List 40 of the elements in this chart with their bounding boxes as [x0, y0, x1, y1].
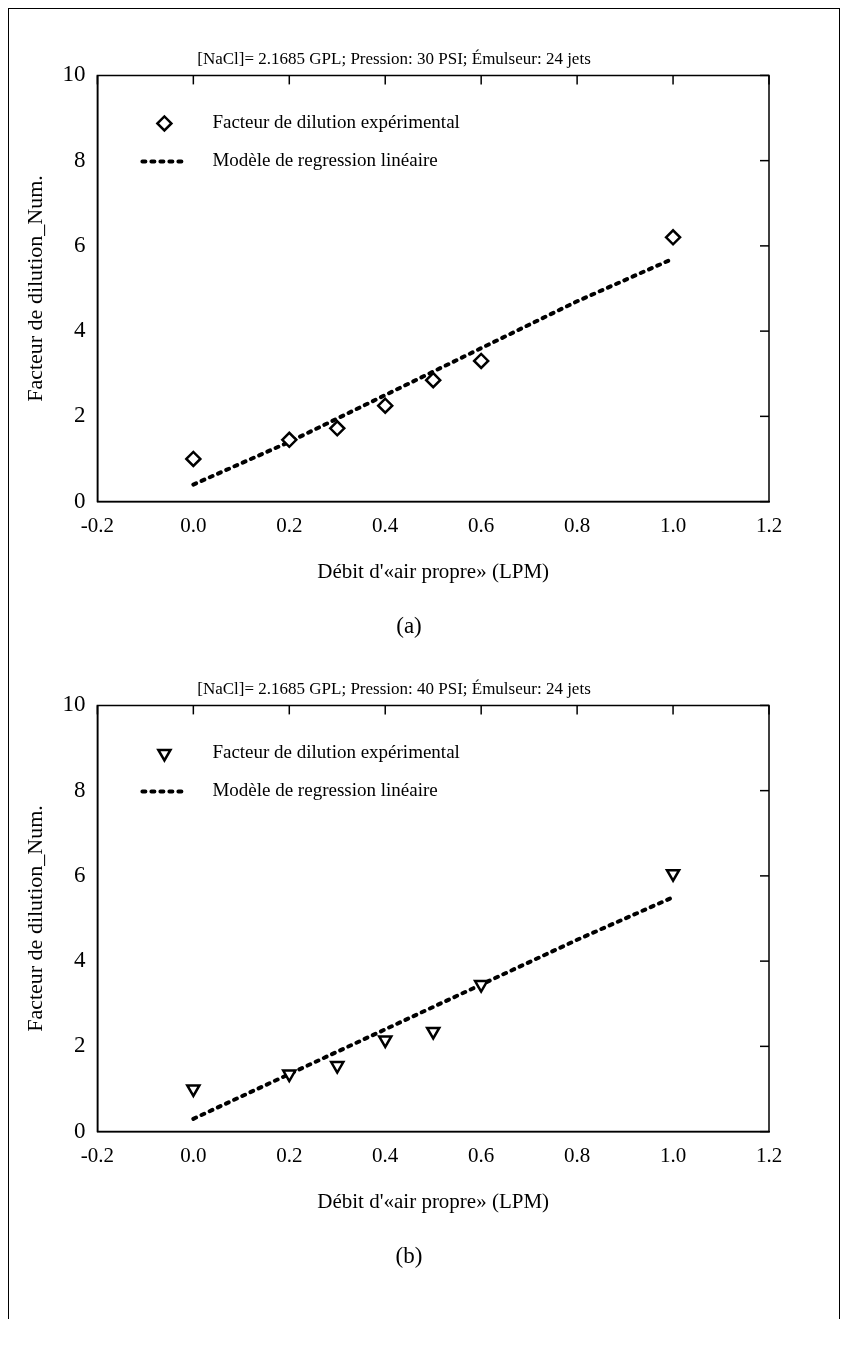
x-tick-label: 1.0	[659, 1142, 687, 1167]
y-tick-label: 4	[73, 317, 86, 343]
x-tick-label: 0.8	[563, 1142, 591, 1167]
x-tick-label: 1.0	[659, 512, 687, 537]
y-tick-label: 0	[73, 487, 86, 513]
y-tick-label: 10	[62, 691, 86, 717]
text: (a)	[395, 613, 423, 639]
text: (b)	[394, 1243, 424, 1269]
x-tick-label: 0.4	[372, 512, 399, 537]
y-tick-label: 0	[73, 1117, 86, 1143]
legend-label: Modèle de regression linéaire	[212, 779, 438, 801]
x-tick-label: 0.0	[180, 1142, 207, 1167]
y-tick-label: 8	[73, 776, 86, 802]
x-axis-title: Débit d'«air propre» (LPM)	[317, 558, 550, 583]
x-tick-label: 0.0	[180, 512, 207, 537]
y-tick-label: 4	[73, 947, 86, 973]
chart-title: [NaCl]= 2.1685 GPL; Pression: 40 PSI; Émulseur: 24 jets	[197, 678, 591, 698]
x-tick-label: 0.2	[276, 512, 303, 537]
x-tick-label: 0.6	[468, 512, 495, 537]
y-tick-label: 2	[73, 1032, 86, 1058]
x-axis-title: Débit d'«air propre» (LPM)	[317, 1188, 550, 1213]
y-tick-label: 6	[73, 861, 86, 887]
x-tick-label: 0.8	[563, 512, 591, 537]
y-tick-label: 8	[73, 146, 86, 172]
y-tick-label: 2	[73, 402, 86, 428]
x-tick-label: -0.2	[80, 1142, 115, 1167]
y-axis-title: Facteur de dilution_Num.	[21, 175, 47, 402]
x-tick-label: 0.2	[276, 1142, 303, 1167]
legend-label: Facteur de dilution expérimental	[212, 111, 460, 133]
legend-label: Facteur de dilution expérimental	[212, 741, 460, 763]
x-tick-label: 1.2	[755, 512, 783, 537]
chart-title: [NaCl]= 2.1685 GPL; Pression: 30 PSI; Émulseur: 24 jets	[197, 48, 591, 68]
x-tick-label: 1.2	[755, 1142, 783, 1167]
x-tick-label: -0.2	[80, 512, 115, 537]
x-tick-label: 0.4	[372, 1142, 399, 1167]
y-tick-label: 6	[73, 231, 86, 257]
y-tick-label: 10	[62, 61, 86, 87]
legend-label: Modèle de regression linéaire	[212, 149, 438, 171]
x-tick-label: 0.6	[468, 1142, 495, 1167]
y-axis-title: Facteur de dilution_Num.	[21, 805, 47, 1032]
